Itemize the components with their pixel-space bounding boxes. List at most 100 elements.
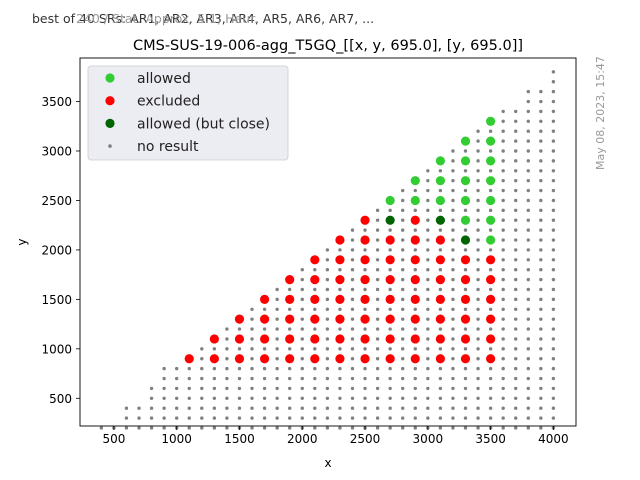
no-result-point <box>501 258 505 262</box>
no-result-point <box>451 149 455 153</box>
no-result-point <box>476 139 480 143</box>
no-result-point <box>451 406 455 410</box>
no-result-point <box>388 287 392 292</box>
no-result-point <box>551 228 556 232</box>
no-result-point <box>551 416 556 420</box>
no-result-point <box>526 406 530 410</box>
no-result-point <box>375 267 380 272</box>
no-result-point <box>438 426 443 430</box>
no-result-point <box>375 347 380 351</box>
no-result-point <box>401 386 405 391</box>
no-result-point <box>363 347 367 351</box>
x-tick-label: 2000 <box>287 432 318 446</box>
excluded-point <box>486 294 496 304</box>
no-result-point <box>401 406 405 410</box>
no-result-point <box>174 416 179 420</box>
excluded-point <box>385 274 395 285</box>
no-result-point <box>501 287 505 292</box>
no-result-point <box>325 357 330 361</box>
no-result-point <box>225 386 229 391</box>
no-result-point <box>200 396 204 401</box>
no-result-point <box>514 169 518 173</box>
excluded-point <box>460 294 471 304</box>
legend-noresult-marker <box>108 144 112 148</box>
no-result-point <box>413 347 417 351</box>
excluded-point <box>460 274 471 285</box>
no-result-point <box>451 376 455 381</box>
no-result-point <box>350 347 355 351</box>
legend-close-label: allowed (but close) <box>137 116 270 132</box>
legend-excluded-marker <box>105 96 115 106</box>
no-result-point <box>325 396 330 401</box>
no-result-point <box>463 406 468 410</box>
no-result-point <box>501 248 505 252</box>
no-result-point <box>363 307 367 311</box>
excluded-point <box>285 314 295 324</box>
no-result-point <box>551 80 556 84</box>
no-result-point <box>501 139 505 143</box>
no-result-point <box>325 267 330 272</box>
allowed-point <box>410 176 420 186</box>
no-result-point <box>426 208 430 213</box>
no-result-point <box>426 287 430 292</box>
no-result-point <box>250 366 254 371</box>
no-result-point <box>401 307 405 311</box>
no-result-point <box>476 287 480 292</box>
no-result-point <box>476 337 480 341</box>
no-result-point <box>262 347 267 351</box>
no-result-point <box>350 267 355 272</box>
no-result-point <box>350 366 355 371</box>
no-result-point <box>413 208 417 213</box>
no-result-point <box>262 366 267 371</box>
no-result-point <box>401 297 405 302</box>
no-result-point <box>174 366 179 371</box>
no-result-point <box>426 267 430 272</box>
no-result-point <box>375 277 380 282</box>
no-result-point <box>300 277 304 282</box>
no-result-point <box>162 416 166 420</box>
no-result-point <box>451 267 455 272</box>
no-result-point <box>451 228 455 232</box>
no-result-point <box>325 297 330 302</box>
no-result-point <box>514 238 518 242</box>
excluded-point <box>310 255 320 265</box>
no-result-point <box>476 416 480 420</box>
no-result-point <box>363 386 367 391</box>
no-result-point <box>300 347 304 351</box>
no-result-point <box>488 416 493 420</box>
no-result-point <box>539 347 543 351</box>
no-result-point <box>313 287 317 292</box>
no-result-point <box>526 109 530 114</box>
x-axis: 500 1000 1500 2000 2500 3000 3500 4000 <box>102 426 569 446</box>
no-result-point <box>401 208 405 213</box>
no-result-point <box>237 347 242 351</box>
no-result-point <box>375 416 380 420</box>
no-result-point <box>488 169 493 173</box>
no-result-point <box>463 208 468 213</box>
no-result-point <box>250 396 254 401</box>
no-result-point <box>539 426 543 430</box>
no-result-point <box>526 198 530 203</box>
no-result-point <box>350 258 355 262</box>
no-result-point <box>338 416 342 420</box>
no-result-point <box>514 149 518 153</box>
y-tick-label: 3000 <box>41 144 72 158</box>
no-result-point <box>262 426 267 430</box>
no-result-point <box>438 208 443 213</box>
no-result-point <box>225 406 229 410</box>
no-result-point <box>488 287 493 292</box>
no-result-point <box>539 406 543 410</box>
no-result-point <box>463 267 468 272</box>
no-result-point <box>350 287 355 292</box>
excluded-point <box>335 294 345 304</box>
no-result-point <box>300 327 304 331</box>
no-result-point <box>401 218 405 222</box>
no-result-point <box>514 119 518 124</box>
no-result-point <box>413 228 417 232</box>
no-result-point <box>501 228 505 232</box>
no-result-point <box>338 386 342 391</box>
no-result-point <box>313 386 317 391</box>
no-result-point <box>388 228 392 232</box>
excluded-point <box>460 314 471 324</box>
no-result-point <box>514 347 518 351</box>
